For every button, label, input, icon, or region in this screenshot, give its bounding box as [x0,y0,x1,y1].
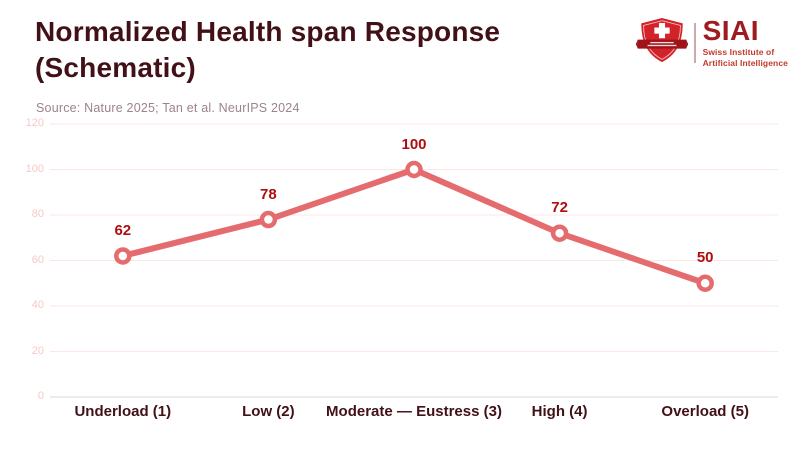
data-point-marker [550,224,569,242]
data-point-marker [114,247,132,265]
siai-logo: SIAI Swiss Institute of Artificial Intel… [635,16,788,70]
data-point-label: 72 [551,199,568,217]
data-point-label: 62 [114,221,132,239]
data-point-marker [405,160,423,179]
x-category-label: Moderate — Eustress (3) [326,403,502,420]
y-tick-label: 20 [31,344,44,357]
logo-name: SIAI [702,15,760,47]
data-point-label: 50 [696,249,714,267]
y-tick-label: 0 [37,390,44,402]
x-category-label: Overload (5) [661,403,749,420]
swiss-shield-icon [635,16,689,70]
data-point-marker [696,274,714,292]
y-tick-label: 100 [25,162,44,175]
x-category-label: Underload (1) [74,403,172,420]
logo-text: SIAI Swiss Institute of Artificial Intel… [703,17,788,68]
y-tick-label: 40 [31,299,44,311]
x-category-label: High (4) [531,403,588,420]
source-note: Source: Nature 2025; Tan et al. NeurIPS … [36,101,300,115]
chart-title: Normalized Health span Response (Schemat… [35,16,501,83]
data-point-label: 78 [260,185,277,203]
y-tick-label: 80 [31,208,44,220]
line-series [119,166,709,287]
y-tick-label: 120 [25,117,44,129]
y-tick-label: 60 [31,253,44,266]
x-category-label: Low (2) [242,403,295,420]
data-point-label: 100 [401,135,427,153]
logo-divider [693,23,696,63]
ribbon-text-marks [649,41,674,44]
logo-subtitle: Swiss Institute of Artificial Intelligen… [702,47,788,68]
data-point-marker [259,210,278,229]
